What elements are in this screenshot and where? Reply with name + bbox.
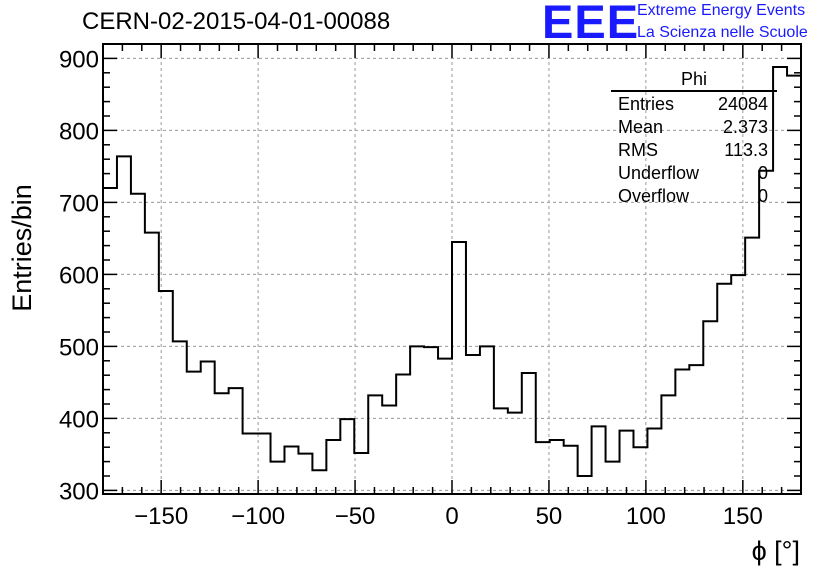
logo-line-1: Extreme Energy Events	[637, 2, 806, 19]
x-tick-label: 150	[723, 503, 763, 530]
y-tick-label: 800	[59, 118, 99, 145]
x-tick-label: 0	[445, 503, 458, 530]
stats-label: Underflow	[618, 163, 700, 183]
stats-rows: Entries 24084 Mean 2.373 RMS 113.3 Underflow 0 O…	[618, 94, 768, 206]
stats-label: Mean	[618, 117, 663, 137]
stats-label: Entries	[618, 94, 674, 114]
y-axis-title: Entries/bin	[7, 184, 37, 312]
x-tick-label: 100	[626, 503, 666, 530]
x-tick-label: 50	[536, 503, 563, 530]
y-tick-label: 600	[59, 262, 99, 289]
chart-title: CERN-02-2015-04-01-00088	[82, 8, 391, 35]
stats-label: RMS	[618, 140, 658, 160]
y-tick-label: 300	[59, 478, 99, 505]
x-tick-label: −50	[335, 503, 376, 530]
stats-label: Overflow	[618, 186, 690, 206]
stats-value: 113.3	[724, 140, 768, 160]
stats-box: Phi Entries 24084 Mean 2.373 RMS 113.3 Underfl…	[611, 69, 777, 206]
x-axis-title: ϕ [°]	[752, 536, 800, 566]
axis-ticks	[103, 43, 801, 494]
plot-frame	[102, 43, 802, 495]
stats-value: 2.373	[723, 117, 768, 137]
logo-line-2: La Scienza nelle Scuole	[637, 24, 808, 41]
histogram-line	[103, 66, 801, 477]
x-tick-label: −100	[231, 503, 285, 530]
stats-title: Phi	[681, 69, 707, 89]
y-tick-label: 400	[59, 406, 99, 433]
stats-value: 24084	[718, 94, 768, 114]
y-tick-label: 700	[59, 190, 99, 217]
stats-value: 0	[758, 163, 768, 183]
tick-labels: −150 −100 −50 0 50 100 150 300 400 500 600 700 800 90…	[59, 46, 763, 530]
y-tick-label: 900	[59, 46, 99, 73]
stats-value: 0	[758, 186, 768, 206]
y-tick-label: 500	[59, 334, 99, 361]
eee-logo-mark: EEE	[542, 0, 640, 48]
x-tick-label: −150	[134, 503, 188, 530]
